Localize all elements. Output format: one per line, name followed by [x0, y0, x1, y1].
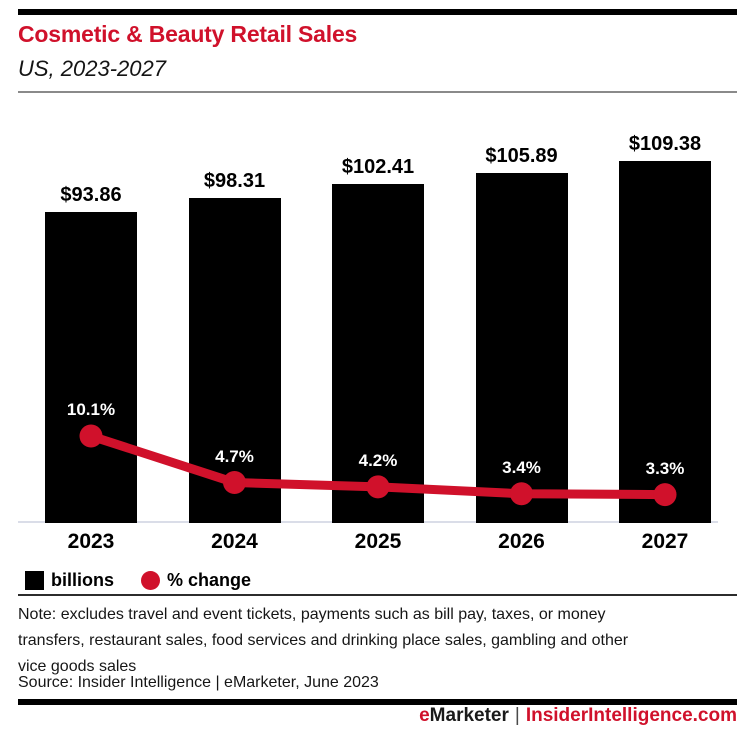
bar-value-label-2026: $105.89: [485, 145, 558, 167]
footer-site-url: InsiderIntelligence.com: [525, 705, 737, 726]
top-rule: [18, 9, 737, 15]
chart-title: Cosmetic & Beauty Retail Sales: [18, 21, 358, 47]
pct-label-2026: 3.4%: [502, 457, 541, 477]
legend-label-pct-change: % change: [167, 569, 252, 590]
pct-label-2024: 4.7%: [215, 446, 254, 466]
header-divider: [18, 91, 737, 93]
line-series-swatch-icon: [141, 570, 160, 590]
bar-value-label-2025: $102.41: [341, 156, 415, 178]
source-text: Source: Insider Intelligence | eMarketer…: [18, 674, 379, 691]
bar-2025: [332, 184, 424, 523]
bar-2023: [45, 212, 137, 523]
bar-series-swatch-icon: [25, 570, 44, 590]
note-text: Note: excludes travel and event tickets,…: [18, 606, 629, 675]
x-axis-label-2024: 2024: [211, 530, 258, 553]
bar-value-label-2027: $109.38: [628, 133, 702, 155]
bottom-rule: [18, 699, 737, 705]
bar-value-label-2023: $93.86: [60, 184, 122, 206]
x-axis-label-2023: 2023: [67, 530, 115, 553]
legend: billions % change: [25, 569, 251, 591]
bar-2024: [188, 198, 281, 523]
footer-divider: |: [514, 705, 520, 726]
footer-emarketer-e: e: [419, 705, 430, 726]
footer-emarketer-rest: Marketer: [429, 705, 509, 726]
x-axis-label-2026: 2026: [498, 530, 545, 553]
x-axis-label-2025: 2025: [354, 530, 402, 553]
pct-label-2025: 4.2%: [358, 450, 398, 470]
footer-brand: eMarketer | InsiderIntelligence.com: [419, 705, 737, 727]
chart-subtitle: US, 2023-2027: [18, 56, 166, 81]
x-axis-label-2027: 2027: [641, 530, 689, 553]
legend-divider: [18, 594, 737, 596]
bar-value-label-2024: $98.31: [203, 170, 266, 192]
pct-label-2027: 3.3%: [645, 458, 685, 478]
pct-label-2023: 10.1%: [66, 400, 116, 420]
legend-label-billions: billions: [51, 569, 114, 590]
